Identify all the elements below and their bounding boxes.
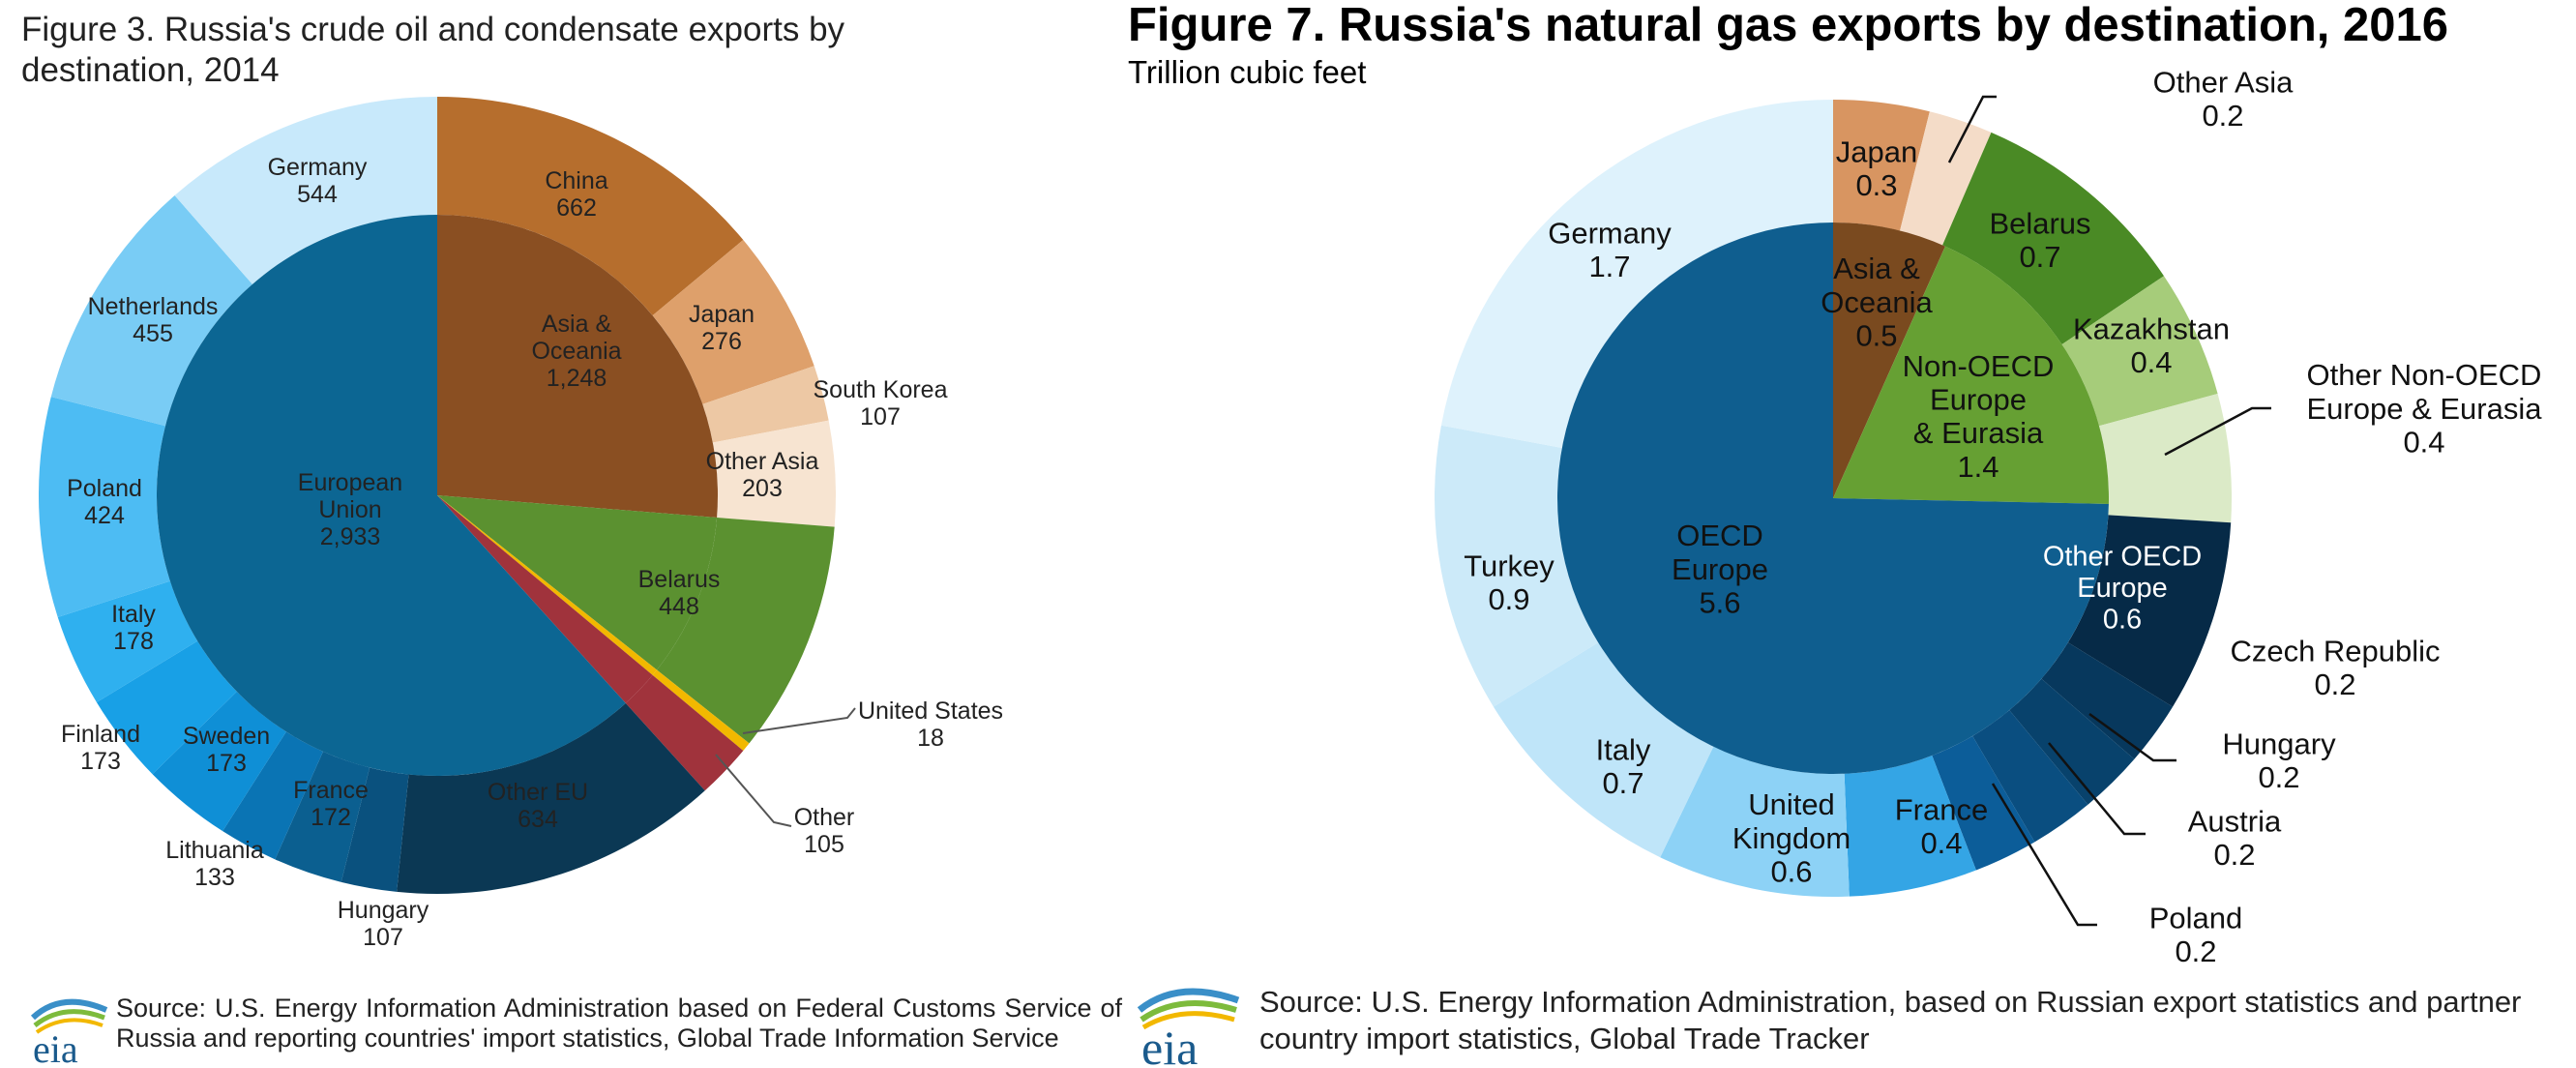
inner-slice-non-oecd-europe-eurasia: [1833, 246, 2109, 504]
outer-slice-south-korea: [702, 366, 829, 443]
slices: [1435, 100, 2232, 897]
outer-label-united-states: United States 18: [858, 697, 1003, 752]
outer-label-kazakhstan: Kazakhstan 0.4: [2073, 312, 2230, 379]
leader-line-poland: [1991, 783, 2097, 927]
outer-slice-belarus: [657, 517, 835, 744]
inner-slice-european-union: [156, 215, 626, 776]
outer-slice-italy: [1493, 642, 1714, 858]
outer-slice-japan: [1833, 100, 1930, 231]
chart-title: Figure 7. Russia's natural gas exports b…: [1128, 0, 2449, 51]
outer-slice-japan: [652, 240, 814, 404]
inner-label-european-union: European Union 2,933: [298, 469, 402, 550]
outer-slice-sweden: [152, 691, 286, 832]
inner-slice-oecd-europe: [1557, 222, 2109, 774]
inner-label-belarus: Belarus 448: [638, 566, 721, 620]
outer-label-other-asia: Other Asia 0.2: [2153, 65, 2294, 133]
outer-slice-austria: [1972, 710, 2088, 843]
outer-label-other-non-oecd-europe-eurasia: Other Non-OECD Europe & Eurasia 0.4: [2307, 358, 2543, 459]
inner-slice-other: [437, 495, 653, 703]
eia-logo-icon: eia: [1137, 988, 1240, 1068]
outer-slice-turkey: [1435, 425, 1599, 707]
outer-slice-italy: [57, 580, 198, 702]
outer-slice-netherlands: [50, 195, 252, 427]
outer-label-france: France 0.4: [1895, 792, 1988, 860]
inner-slice-asia-oceania: [1833, 222, 1945, 498]
outer-slice-other-asia: [712, 420, 836, 527]
outer-label-belarus: Belarus 0.7: [1989, 206, 2090, 274]
chart-unit: Trillion cubic feet: [1128, 54, 1367, 90]
outer-slice-china: [437, 97, 744, 316]
outer-slice-other-oecd-europe: [2067, 515, 2232, 707]
inner-slice-united-states: [437, 495, 658, 675]
inner-label-non-oecd-europe-eurasia: Non-OECD Europe & Eurasia 1.4: [1903, 349, 2055, 484]
outer-label-south-korea: South Korea 107: [814, 376, 948, 430]
outer-label-united-kingdom: United Kingdom 0.6: [1732, 787, 1851, 888]
outer-slice-hungary: [341, 767, 409, 892]
outer-slice-other-asia: [1900, 111, 1992, 246]
outer-label-finland: Finland 173: [61, 721, 140, 775]
figure3-panel: Figure 3. Russia's crude oil and condens…: [0, 0, 1122, 1068]
outer-label-other-oecd-europe: Other OECD Europe 0.6: [2043, 542, 2202, 636]
eia-logo-icon: eia: [30, 998, 108, 1066]
outer-label-china: China 662: [545, 167, 607, 222]
inner-slice-belarus: [437, 495, 718, 670]
outer-label-japan: Japan 276: [689, 301, 755, 355]
outer-slice-germany: [174, 97, 437, 284]
outer-slice-other-non-oecd-europe-eurasia: [2099, 394, 2232, 523]
inner-slice-asia-oceania: [437, 215, 719, 518]
outer-slice-united-states: [652, 669, 750, 751]
leader-line-austria: [2048, 742, 2146, 836]
outer-slice-hungary: [2009, 678, 2135, 805]
outer-label-austria: Austria 0.2: [2188, 804, 2282, 872]
outer-label-poland: Poland 424: [67, 475, 142, 529]
outer-label-other: Other 105: [794, 804, 855, 858]
outer-label-other-eu: Other EU 634: [488, 779, 588, 833]
slices: [38, 97, 836, 895]
chart-title: Figure 3. Russia's crude oil and condens…: [21, 11, 845, 89]
outer-slice-finland: [96, 640, 237, 775]
leader-line-united-states: [742, 707, 856, 734]
outer-label-germany: Germany 544: [268, 154, 368, 208]
outer-slice-belarus: [1942, 132, 2164, 345]
leader-line-hungary: [2088, 712, 2176, 762]
outer-slice-france: [222, 731, 323, 860]
outer-label-hungary: Hungary 0.2: [2222, 727, 2336, 794]
outer-label-italy: Italy 0.7: [1596, 732, 1651, 800]
inner-label-oecd-europe: OECD Europe 5.6: [1672, 519, 1768, 619]
svg-text:eia: eia: [33, 1027, 78, 1066]
outer-label-other-asia: Other Asia 203: [706, 448, 819, 502]
source-note: Source: U.S. Energy Information Administ…: [1259, 985, 2522, 1055]
figure7-panel: Figure 7. Russia's natural gas exports b…: [1122, 0, 2576, 1068]
outer-label-turkey: Turkey 0.9: [1464, 549, 1554, 616]
figure3-donut-chart: Asia & Oceania 1,248 Belarus 448 European Unio…: [38, 97, 1003, 951]
outer-label-czech-republic: Czech Republic 0.2: [2230, 634, 2440, 701]
outer-label-sweden: France 172: [293, 777, 369, 831]
outer-slice-france: [1844, 756, 1976, 897]
inner-label-asia-oceania: Asia & Oceania 0.5: [1821, 252, 1933, 352]
outer-label-hungary: Hungary 107: [338, 897, 429, 951]
outer-slice-czech-republic: [2041, 642, 2174, 759]
outer-slice-kazakhstan: [2061, 276, 2218, 427]
outer-label-poland: Poland 0.2: [2149, 901, 2243, 968]
inner-label-asia-oceania: Asia & Oceania 1,248: [531, 311, 621, 392]
leader-line-other-asia: [1947, 95, 1997, 163]
outer-label-japan: Japan 0.3: [1836, 134, 1917, 202]
outer-label-italy: Italy 178: [111, 601, 156, 655]
leader-line-other: [715, 754, 792, 827]
source-note: Source: U.S. Energy Information Administ…: [116, 994, 1122, 1053]
outer-slice-lithuania: [275, 751, 370, 882]
outer-slice-united-kingdom: [1660, 746, 1850, 897]
leader-line-other-non-oecd: [2164, 406, 2271, 457]
outer-label-lithuania: Lithuania 133: [165, 837, 264, 891]
outer-slice-other-eu: [397, 702, 705, 895]
outer-label-netherlands: Netherlands 455: [88, 293, 219, 347]
outer-slice-other: [625, 674, 744, 791]
outer-label-germany: Germany 1.7: [1548, 216, 1672, 283]
outer-slice-germany: [1440, 100, 1833, 448]
svg-text:eia: eia: [1141, 1021, 1198, 1068]
outer-label-finland: Sweden 173: [183, 723, 270, 777]
outer-slice-poland: [38, 397, 170, 617]
outer-slice-poland: [1932, 735, 2035, 871]
